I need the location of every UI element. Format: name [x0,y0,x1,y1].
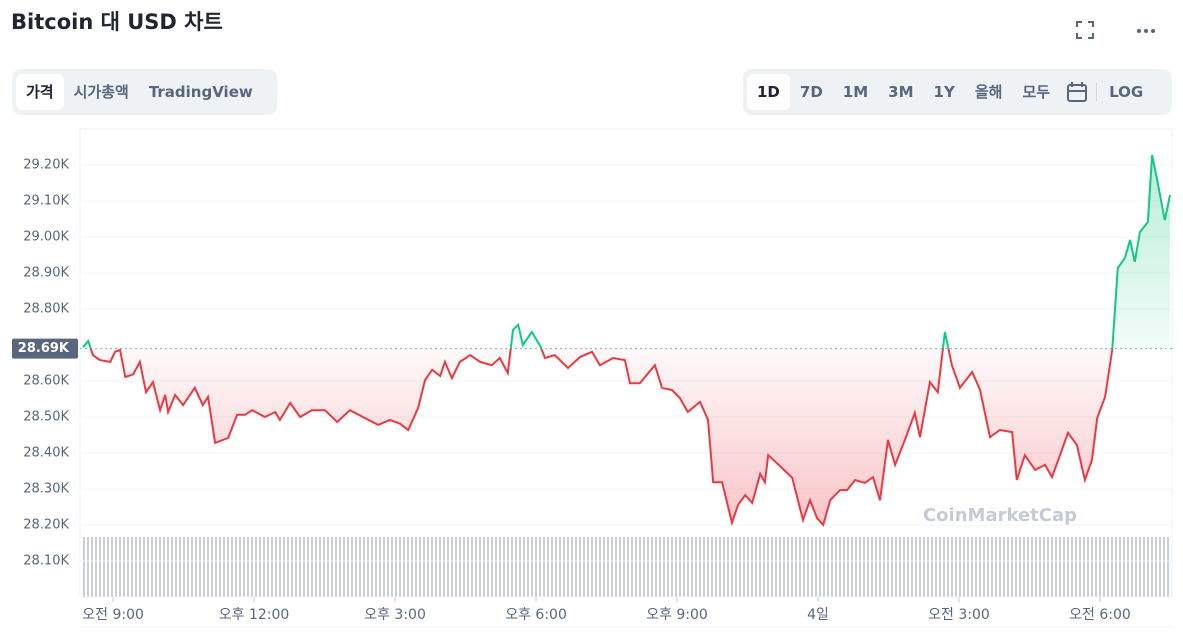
calendar-icon[interactable] [1060,81,1094,103]
range-button[interactable]: 1Y [933,83,955,101]
x-tick-label: 오전 3:00 [928,607,990,623]
range-button[interactable]: 3M [888,83,914,101]
price-line-up [82,154,1171,349]
x-tick-label: 오후 3:00 [364,607,426,623]
y-tick-label: 28.60K [23,374,69,389]
x-tick-label: 오전 9:00 [82,607,144,623]
area-down [90,348,1113,525]
range-button[interactable]: 모두 [1022,83,1051,101]
y-tick-label: 28.40K [23,446,69,461]
range-button[interactable]: 1M [842,83,869,101]
y-tick-label: 29.10K [23,194,69,209]
x-tick-label: 오후 9:00 [646,607,708,623]
tab[interactable]: 시가총액 [73,83,129,101]
y-tick-label: 29.20K [23,158,69,173]
x-tick-label: 오후 6:00 [505,607,567,623]
y-tick-label: 28.30K [23,482,69,497]
separator [1096,83,1098,101]
tab[interactable]: 가격 [16,74,64,110]
range-button[interactable]: 7D [799,83,823,101]
range-group: 1D 7D 1M 3M 1Y 올해 모두 LOG [743,69,1172,115]
more-icon[interactable] [1137,29,1155,33]
y-tick-label: 28.10K [23,554,69,569]
fullscreen-icon[interactable] [1076,21,1094,39]
y-tick-label: 28.20K [23,518,69,533]
toolbar-icons [1076,21,1155,39]
reference-label: 28.69K [18,341,70,356]
range-button[interactable]: LOG [1109,83,1144,101]
y-tick-label: 28.50K [23,410,69,425]
x-tick-label: 4일 [807,607,829,623]
y-tick-label: 28.90K [23,266,69,281]
title: Bitcoin 대 USD 차트 [11,10,223,34]
x-tick-label: 오후 12:00 [219,607,290,623]
x-tick-label: 오전 6:00 [1069,607,1131,623]
price-line-down [89,348,1114,528]
range-button[interactable]: 올해 [974,83,1003,101]
tab[interactable]: TradingView [148,83,253,101]
volume-bars [83,537,1170,597]
area-up [83,154,1170,349]
range-button[interactable]: 1D [747,74,790,110]
tab-group: 가격 시가총액 TradingView [12,69,277,115]
reference-label-box [12,338,78,359]
y-tick-label: 28.80K [23,302,69,317]
watermark: CoinMarketCap [923,505,1077,526]
y-tick-label: 29.00K [23,230,69,245]
plot-frame [79,128,1173,598]
